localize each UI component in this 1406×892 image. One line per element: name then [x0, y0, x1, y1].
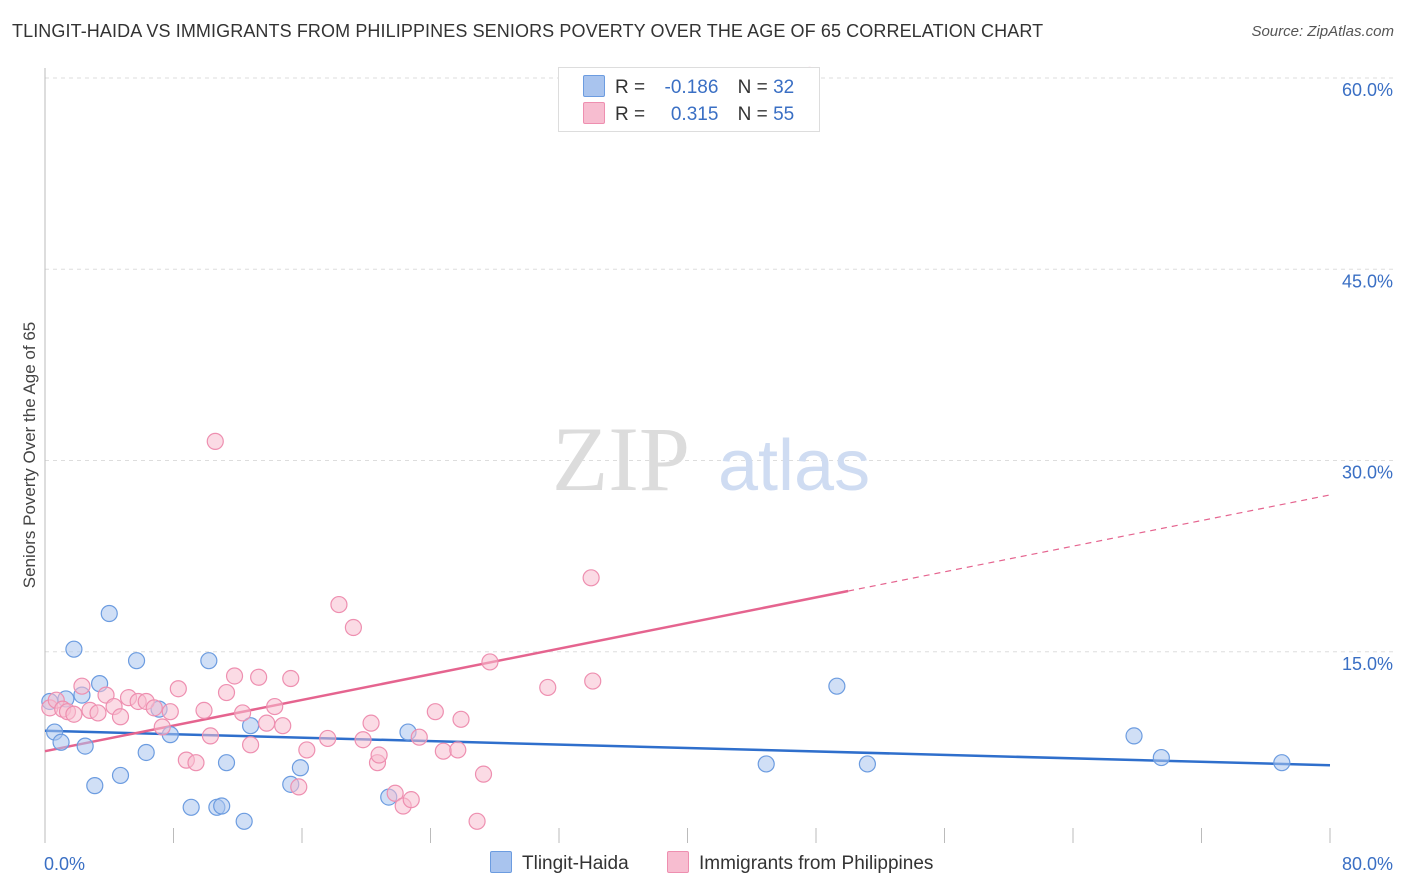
tlingit-haida-point — [65, 640, 83, 658]
tlingit-haida-point — [858, 755, 877, 773]
bottom-legend-tlingit-haida: Tlingit-Haida — [490, 851, 629, 875]
legend-swatch-pink — [583, 102, 605, 124]
philippines-point — [274, 717, 292, 735]
legend-row-tlingit-haida: R = -0.186 N = 32 — [583, 75, 794, 99]
tlingit-haida-point — [217, 754, 236, 772]
data-points — [41, 66, 1291, 830]
correlation-legend: R = -0.186 N = 32 R = 0.315 N = 55 — [558, 67, 820, 132]
tlingit-haida-point — [100, 604, 118, 623]
legend-n-label: N = — [737, 77, 768, 98]
philippines-point — [330, 595, 348, 614]
bottom-legend-philippines: Immigrants from Philippines — [667, 851, 933, 875]
philippines-point — [452, 710, 470, 728]
chart-title: TLINGIT-HAIDA VS IMMIGRANTS FROM PHILIPP… — [12, 21, 1044, 41]
philippines-point — [290, 778, 308, 796]
philippines-point — [449, 741, 467, 759]
tlingit-haida-point — [182, 798, 200, 816]
tlingit-haida-point — [86, 777, 104, 795]
gridlines — [45, 77, 1395, 653]
tlingit-haida-point — [757, 755, 775, 773]
philippines-point — [145, 699, 163, 717]
y-tick-label: 60.0% — [1342, 80, 1393, 100]
philippines-point — [242, 736, 260, 754]
tick-labels: 15.0% 30.0% 45.0% 60.0% 0.0% 80.0% — [44, 80, 1393, 874]
legend-r-value: -0.186 — [664, 77, 719, 98]
bottom-legend-label: Immigrants from Philippines — [699, 853, 934, 874]
trend-lines — [44, 494, 1331, 767]
legend-r-value: 0.315 — [670, 104, 719, 125]
philippines-point — [187, 754, 205, 772]
philippines-point — [258, 714, 276, 732]
legend-n-value: 32 — [773, 77, 795, 98]
y-tick-label: 15.0% — [1342, 654, 1393, 674]
philippines-point — [354, 731, 372, 749]
legend-r-label: R = — [615, 77, 646, 98]
philippines-point — [217, 683, 236, 702]
tlingit-haida-point — [1273, 754, 1291, 772]
tlingit-haida-point — [213, 797, 231, 815]
philippines-point — [89, 704, 107, 722]
philippines-point — [481, 653, 499, 671]
bottom-legend-swatch-blue — [490, 851, 512, 873]
tlingit-haida-point — [200, 652, 218, 670]
tlingit-haida-point — [1152, 748, 1170, 767]
philippines-point — [434, 742, 452, 760]
philippines-point — [111, 708, 130, 726]
source-label: Source: ZipAtlas.com — [1251, 23, 1394, 40]
x-tick-label: 80.0% — [1342, 854, 1393, 874]
philippines-point — [282, 669, 300, 688]
philippines-point — [161, 703, 179, 721]
philippines-point — [582, 569, 600, 587]
legend-n-label: N = — [737, 104, 768, 125]
philippines-point — [201, 727, 220, 745]
bottom-legend-swatch-pink — [667, 851, 689, 873]
philippines-point — [344, 618, 362, 637]
legend-n-value: 55 — [773, 104, 795, 125]
tlingit-haida-point — [137, 743, 155, 762]
philippines-point — [153, 718, 171, 736]
philippines-point — [319, 729, 337, 748]
philippines-point — [298, 741, 316, 759]
philippines-point — [539, 678, 557, 697]
philippines-point — [206, 432, 224, 450]
philippines-point — [73, 677, 91, 695]
philippines-point — [233, 704, 252, 722]
tlingit-haida-trend-line — [44, 729, 1331, 767]
philippines-point — [468, 812, 486, 830]
philippines-point — [426, 703, 444, 721]
bottom-legend-label: Tlingit-Haida — [522, 853, 629, 874]
philippines-point — [169, 680, 187, 698]
tlingit-haida-point — [235, 812, 253, 830]
philippines-point — [402, 791, 420, 809]
philippines-point — [362, 714, 380, 732]
philippines-point — [225, 667, 244, 685]
legend-row-philippines: R = 0.315 N = 55 — [583, 102, 794, 126]
philippines-point — [386, 784, 404, 802]
x-tick-label: 0.0% — [44, 854, 85, 874]
tlingit-haida-point — [127, 652, 146, 670]
y-tick-label: 45.0% — [1342, 271, 1393, 291]
tlingit-haida-point — [828, 677, 846, 695]
y-tick-label: 30.0% — [1342, 463, 1393, 483]
tlingit-haida-point — [76, 737, 94, 755]
legend-r-label: R = — [615, 104, 646, 125]
philippines-point — [410, 728, 428, 746]
tlingit-haida-point — [52, 733, 70, 751]
tlingit-haida-point — [291, 759, 309, 777]
philippines-trend-line — [44, 589, 849, 753]
philippines-point — [474, 765, 493, 783]
philippines-point — [195, 701, 213, 720]
philippines-point — [65, 705, 83, 723]
legend-swatch-blue — [583, 75, 605, 97]
philippines-point — [584, 672, 602, 690]
tlingit-haida-point — [111, 766, 130, 785]
philippines-point — [266, 697, 284, 716]
watermark-atlas: atlas — [718, 426, 870, 506]
philippines-trend-extension — [848, 494, 1331, 592]
watermark-zip: ZIP — [552, 408, 690, 510]
philippines-point — [370, 746, 388, 764]
tlingit-haida-point — [1125, 727, 1143, 745]
philippines-point — [250, 668, 268, 686]
